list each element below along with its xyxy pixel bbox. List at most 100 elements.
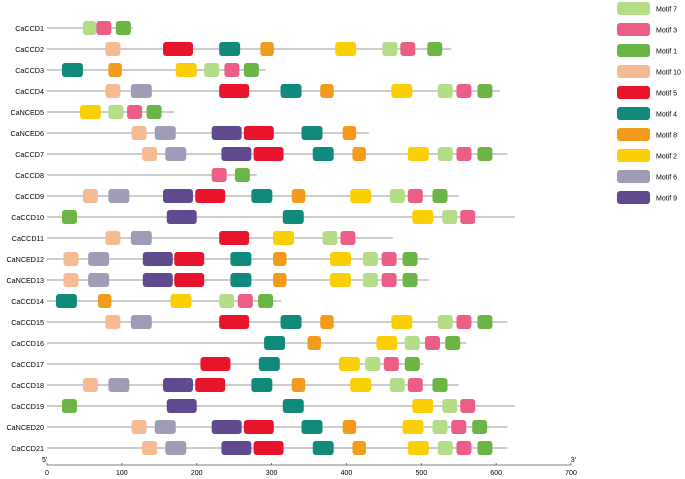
motif-box-m2	[402, 420, 424, 434]
motif-box-m2	[391, 315, 413, 329]
motif-box-m10	[105, 42, 121, 56]
legend-item: Motif 10	[617, 65, 681, 78]
gene-label: CaNCED13	[6, 276, 44, 285]
motif-box-m3	[340, 231, 356, 245]
motif-box-m4	[280, 84, 302, 98]
motif-box-m8	[307, 336, 321, 350]
motif-box-m6	[108, 378, 130, 392]
legend-swatch	[617, 149, 650, 162]
motif-box-m3	[127, 105, 143, 119]
motif-box-m7	[437, 441, 453, 455]
legend-label: Motif 6	[656, 175, 677, 182]
motif-box-m5	[174, 273, 205, 287]
motif-box-m3	[456, 84, 472, 98]
motif-box-m8	[320, 84, 334, 98]
gene-row: CaNCED20	[6, 420, 508, 434]
legend-swatch	[617, 2, 650, 15]
axis-start-label: 5'	[42, 457, 47, 464]
gene-label: CaCCD3	[15, 66, 44, 75]
legend-swatch	[617, 191, 650, 204]
gene-row: CaCCD15	[11, 315, 508, 329]
motif-box-m9	[166, 399, 197, 413]
motif-box-m8	[291, 378, 306, 392]
motif-box-m3	[456, 441, 472, 455]
motif-box-m7	[108, 105, 124, 119]
motif-box-m3	[456, 147, 472, 161]
motif-box-m10	[82, 189, 98, 203]
gene-row: CaCCD8	[15, 168, 257, 182]
motif-box-m7	[437, 147, 453, 161]
motif-box-m1	[402, 273, 418, 287]
motif-box-m5	[219, 315, 250, 329]
motif-box-m4	[258, 357, 280, 371]
legend-label: Motif 1	[656, 49, 677, 56]
motif-box-m1	[445, 336, 461, 350]
axis-tick-label: 0	[45, 470, 49, 477]
motif-box-m4	[301, 420, 323, 434]
motif-box-m6	[130, 231, 152, 245]
motif-box-m4	[282, 399, 304, 413]
motif-box-m9	[166, 210, 197, 224]
motif-box-m9	[163, 189, 193, 203]
legend-label: Motif 8	[656, 133, 677, 140]
gene-row: CaCCD17	[11, 357, 424, 371]
gene-label: CaCCD18	[11, 381, 44, 390]
legend-item: Motif 8	[617, 128, 677, 141]
legend-swatch	[617, 23, 650, 36]
motif-box-m8	[273, 252, 287, 266]
motif-box-m1	[477, 147, 493, 161]
gene-label: CaCCD9	[15, 192, 44, 201]
gene-row: CaNCED13	[6, 273, 429, 287]
motif-box-m3	[425, 336, 440, 350]
legend: Motif 7 Motif 3 Motif 1 Motif 10 Motif 5 Moti…	[617, 2, 681, 204]
motif-box-m4	[230, 252, 252, 266]
motif-box-m2	[79, 105, 101, 119]
x-axis: 5' 3' 0 100 200 300 400 500 600 700	[42, 457, 577, 477]
motif-box-m3	[451, 420, 467, 434]
motif-box-m1	[427, 42, 443, 56]
motif-box-m2	[412, 210, 434, 224]
motif-box-m5	[163, 42, 193, 56]
motif-box-m6	[108, 189, 130, 203]
motif-box-m8	[291, 189, 306, 203]
motif-box-m8	[260, 42, 274, 56]
motif-box-m7	[404, 336, 420, 350]
motif-box-m2	[329, 273, 351, 287]
motif-box-m7	[437, 315, 453, 329]
motif-box-m8	[108, 63, 122, 77]
motif-box-m1	[115, 21, 131, 35]
motif-box-m5	[200, 357, 231, 371]
motif-box-m5	[219, 84, 250, 98]
motif-box-m2	[170, 294, 192, 308]
motif-box-m10	[105, 84, 121, 98]
motif-box-m10	[142, 441, 158, 455]
motif-box-m4	[61, 63, 83, 77]
motif-box-m8	[342, 420, 357, 434]
gene-label: CaCCD8	[15, 171, 44, 180]
motif-box-m5	[253, 441, 284, 455]
motif-box-m7	[442, 399, 458, 413]
legend-item: Motif 7	[617, 2, 677, 15]
gene-label: CaCCD10	[11, 213, 44, 222]
gene-label: CaNCED6	[10, 129, 44, 138]
motif-box-m10	[142, 147, 158, 161]
motif-box-m3	[456, 315, 472, 329]
motif-box-m8	[352, 147, 366, 161]
motif-box-m5	[253, 147, 284, 161]
gene-label: CaCCD11	[12, 234, 44, 243]
gene-row: CaCCD21	[11, 441, 508, 455]
motif-box-m5	[174, 252, 205, 266]
legend-label: Motif 2	[656, 154, 677, 161]
legend-swatch	[617, 65, 650, 78]
motif-box-m4	[219, 42, 241, 56]
gene-row: CaCCD11	[12, 231, 393, 245]
legend-label: Motif 7	[656, 7, 677, 14]
motif-box-m10	[105, 231, 121, 245]
motif-box-m1	[402, 252, 418, 266]
motif-box-m1	[477, 441, 493, 455]
gene-row: CaNCED5	[10, 105, 175, 119]
motif-box-m8	[342, 126, 357, 140]
motif-box-m3	[460, 210, 476, 224]
motif-box-m10	[82, 378, 98, 392]
legend-item: Motif 3	[617, 23, 677, 36]
